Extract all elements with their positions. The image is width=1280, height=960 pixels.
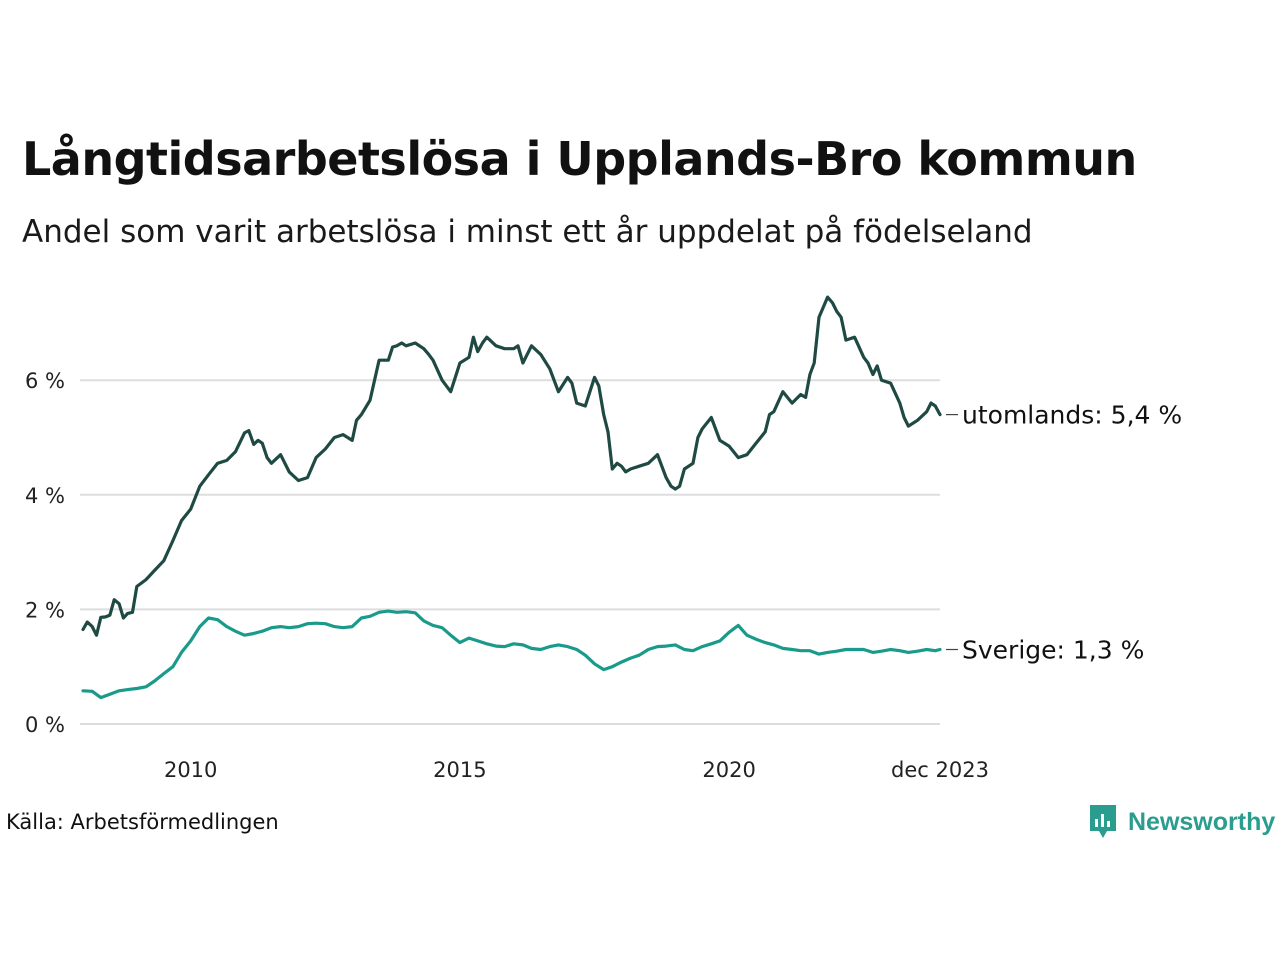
source-note: Källa: Arbetsförmedlingen — [6, 810, 279, 834]
x-axis-ticks: 2010 2015 2020 dec 2023 — [164, 758, 989, 782]
end-label-sverige: Sverige: 1,3 % — [962, 636, 1144, 665]
y-axis-ticks: 0 % 2 % 4 % 6 % — [25, 369, 65, 737]
series-line-utomlands — [81, 295, 942, 637]
y-tick-label: 0 % — [25, 713, 65, 737]
series-end-labels: utomlands: 5,4 % Sverige: 1,3 % — [946, 401, 1182, 665]
x-tick-label: 2015 — [433, 758, 486, 782]
chart-subtitle: Andel som varit arbetslösa i minst ett å… — [22, 214, 1033, 250]
end-label-utomlands: utomlands: 5,4 % — [962, 401, 1182, 430]
chart-title: Långtidsarbetslösa i Upplands-Bro kommun — [22, 132, 1137, 186]
gridlines — [80, 379, 940, 725]
x-tick-label: 2010 — [164, 758, 217, 782]
newsworthy-logo-icon — [1090, 805, 1116, 838]
brand-logo[interactable]: Newsworthy — [1088, 803, 1275, 841]
y-tick-label: 4 % — [25, 484, 65, 508]
x-tick-label: 2020 — [702, 758, 755, 782]
brand-name: Newsworthy — [1128, 807, 1276, 836]
series-line-sverige — [81, 609, 942, 700]
y-tick-label: 6 % — [25, 369, 65, 393]
y-tick-label: 2 % — [25, 598, 65, 622]
x-tick-label: dec 2023 — [891, 758, 989, 782]
series-lines — [81, 295, 942, 700]
